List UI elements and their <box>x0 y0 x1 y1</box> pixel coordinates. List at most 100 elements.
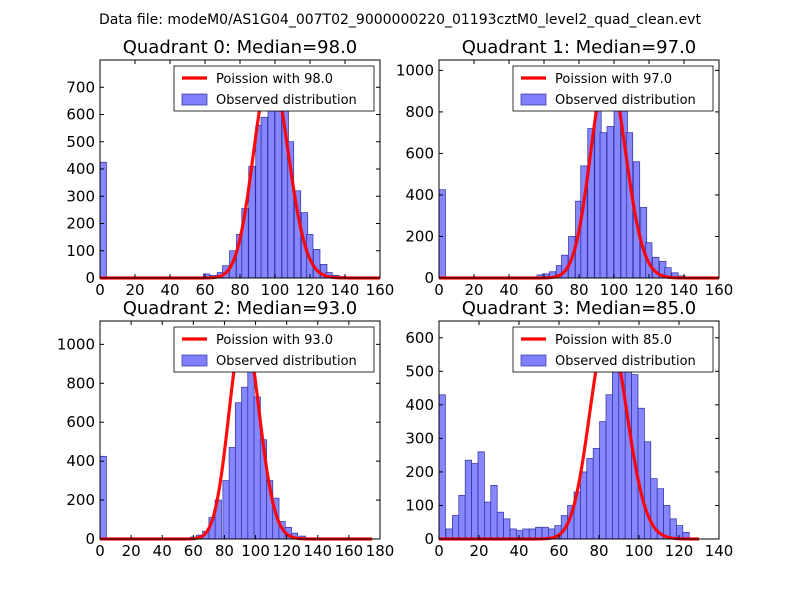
histogram-bar <box>599 421 607 540</box>
y-tick-label: 500 <box>66 133 95 151</box>
axes-frame <box>99 320 381 540</box>
x-tick-label: 20 <box>469 542 488 560</box>
histogram-bar <box>458 495 466 540</box>
x-tick-label: 120 <box>272 542 301 560</box>
subplot-quadrant-1: Quadrant 1: Median=97.0 0 20 40 60 80 100 120 14… <box>396 37 734 299</box>
y-tick-label: 300 <box>405 429 434 447</box>
y-tick-label: 1000 <box>396 61 434 79</box>
legend-bar-swatch <box>520 354 547 367</box>
subplot-quadrant-2: Quadrant 2: Median=93.0 0 20 40 60 80 100 120 14… <box>57 298 395 560</box>
x-tick-label: 120 <box>665 542 694 560</box>
x-tick-label: 40 <box>160 281 179 299</box>
histogram-bar <box>644 441 652 540</box>
x-tick-label: 0 <box>434 542 444 560</box>
chart-title: Quadrant 0: Median=98.0 <box>123 37 358 58</box>
histogram-bar <box>464 459 472 540</box>
y-tick-label: 0 <box>85 269 95 287</box>
legend: Poission with 85.0 Observed distribution <box>512 326 714 373</box>
histogram-bar <box>669 518 677 540</box>
x-tick-label: 100 <box>625 542 654 560</box>
x-tick-label: 20 <box>464 281 483 299</box>
histogram-bars <box>438 330 690 540</box>
y-tick-label: 200 <box>66 491 95 509</box>
y-tick-label: 1000 <box>57 335 95 353</box>
histogram-bar <box>267 95 275 279</box>
histogram-bar <box>484 501 492 540</box>
histogram-bar <box>99 455 107 540</box>
axes-frame <box>438 320 720 540</box>
histogram-bar <box>99 161 107 279</box>
x-tick-label: 60 <box>534 281 553 299</box>
x-tick-label: 100 <box>600 281 629 299</box>
histogram-bar <box>535 526 543 540</box>
chart-title: Quadrant 3: Median=85.0 <box>462 298 697 319</box>
y-tick-label: 300 <box>66 187 95 205</box>
histogram-bar <box>592 448 600 540</box>
x-tick-label: 40 <box>509 542 528 560</box>
y-tick-label: 700 <box>66 78 95 96</box>
y-tick-label: 400 <box>405 396 434 414</box>
histogram-bar <box>580 471 588 540</box>
x-tick-label: 100 <box>261 281 290 299</box>
x-tick-label: 140 <box>705 542 734 560</box>
histogram-bar <box>496 511 504 540</box>
histogram-bar <box>241 386 249 540</box>
x-tick-label: 140 <box>331 281 360 299</box>
x-tick-label: 80 <box>230 281 249 299</box>
histogram-bar <box>586 458 594 540</box>
histogram-bar <box>222 480 230 540</box>
legend: Poission with 97.0 Observed distribution <box>512 65 714 112</box>
x-tick-label: 40 <box>153 542 172 560</box>
x-tick-label: 160 <box>366 281 395 299</box>
legend-entry-observed: Observed distribution <box>216 354 357 369</box>
histogram-bar <box>438 189 446 279</box>
y-tick-label: 600 <box>66 413 95 431</box>
legend-entry-model: Poission with 98.0 <box>216 72 333 87</box>
y-tick-label: 500 <box>405 362 434 380</box>
histogram-bar <box>228 447 236 540</box>
x-tick-label: 160 <box>705 281 734 299</box>
y-tick-label: 200 <box>405 463 434 481</box>
y-tick-label: 0 <box>85 530 95 548</box>
x-tick-label: 40 <box>499 281 518 299</box>
y-tick-label: 800 <box>405 103 434 121</box>
x-tick-label: 160 <box>335 542 364 560</box>
y-tick-label: 600 <box>405 329 434 347</box>
histogram-bar <box>612 360 620 540</box>
y-tick-label: 200 <box>66 215 95 233</box>
histogram-bar <box>605 394 613 540</box>
y-tick-label: 800 <box>66 374 95 392</box>
x-tick-label: 120 <box>296 281 325 299</box>
y-tick-label: 0 <box>424 530 434 548</box>
x-tick-label: 80 <box>589 542 608 560</box>
chart-title: Quadrant 1: Median=97.0 <box>462 37 697 58</box>
histogram-bar <box>477 451 485 540</box>
x-tick-label: 100 <box>241 542 270 560</box>
legend-bar-swatch <box>181 93 208 106</box>
histogram-bar <box>676 525 684 540</box>
legend-entry-observed: Observed distribution <box>555 93 696 108</box>
legend: Poission with 98.0 Observed distribution <box>173 65 375 112</box>
legend-bar-swatch <box>520 93 547 106</box>
histogram-bar <box>613 97 621 279</box>
legend-entry-model: Poission with 85.0 <box>555 333 672 348</box>
x-tick-label: 80 <box>569 281 588 299</box>
histogram-bar <box>438 394 446 540</box>
histogram-bar <box>599 132 607 279</box>
x-tick-label: 20 <box>125 281 144 299</box>
x-tick-label: 20 <box>122 542 141 560</box>
histogram-bar <box>637 407 645 540</box>
histogram-bar <box>503 518 511 540</box>
x-tick-label: 60 <box>549 542 568 560</box>
subplot-grid: Quadrant 0: Median=98.00 20 40 60 80 100 120 14… <box>57 37 734 560</box>
x-tick-label: 0 <box>95 542 105 560</box>
y-tick-label: 100 <box>405 496 434 514</box>
x-tick-label: 140 <box>303 542 332 560</box>
figure-suptitle: Data file: modeM0/AS1G04_007T02_90000002… <box>99 12 701 28</box>
y-tick-label: 400 <box>66 160 95 178</box>
x-tick-label: 120 <box>635 281 664 299</box>
y-tick-label: 600 <box>405 144 434 162</box>
histogram-bar <box>274 86 282 279</box>
legend-entry-model: Poission with 93.0 <box>216 333 333 348</box>
